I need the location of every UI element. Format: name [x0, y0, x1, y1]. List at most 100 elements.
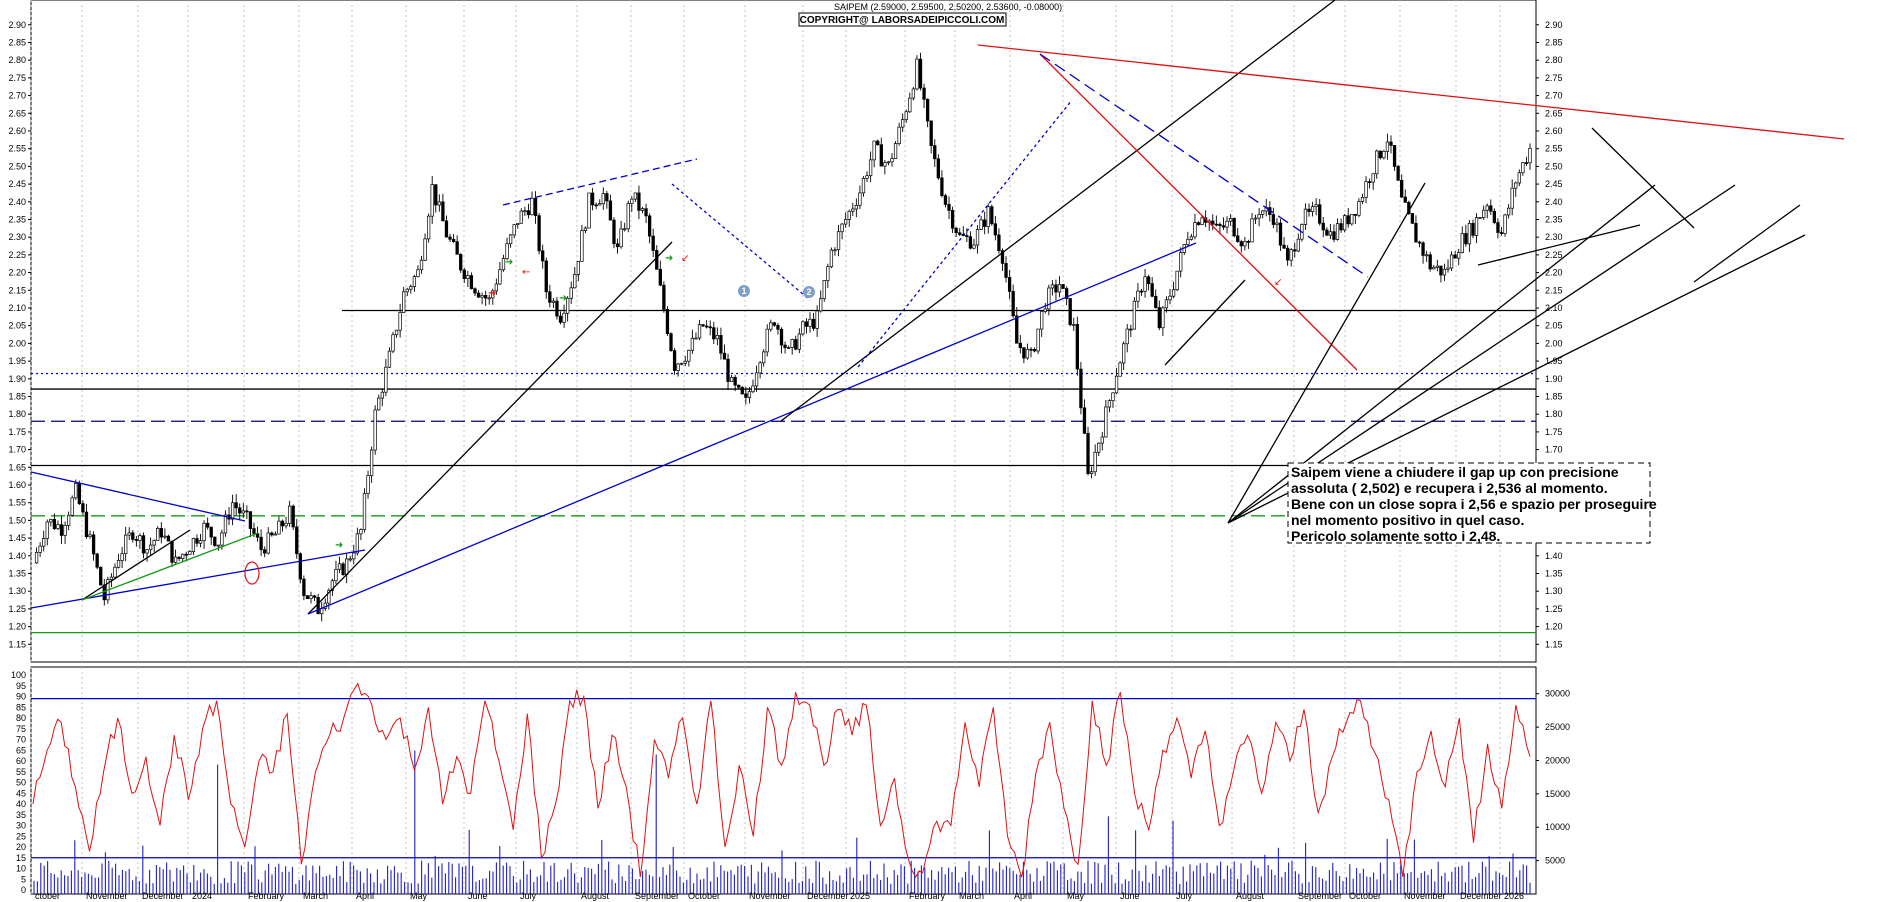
candle-body: [1378, 150, 1382, 159]
price-axis-left: 2.90 2.85 2.80 2.75 2.70 2.65 2.60 2.55 2.50 2.45…: [8, 20, 31, 649]
candle-body: [1449, 254, 1454, 269]
candle-body: [1150, 283, 1154, 297]
candle-body: [66, 514, 71, 526]
candle-body: [1482, 209, 1486, 218]
candle-body: [925, 98, 930, 122]
candle-body: [1047, 287, 1051, 310]
candle-body: [1325, 229, 1329, 236]
oscillator-tick-label: 0: [21, 885, 26, 895]
candle-body: [1168, 295, 1172, 301]
candle-body: [958, 232, 962, 235]
candle-body: [844, 219, 848, 225]
price-tick-label: 2.10: [8, 303, 26, 313]
candle-body: [1200, 217, 1204, 226]
candle-body: [377, 397, 381, 411]
candle-body: [680, 362, 684, 365]
candle-body: [1510, 187, 1514, 209]
price-tick-label: 2.50: [1545, 161, 1563, 171]
candle-body: [583, 227, 588, 232]
candle-body: [412, 276, 417, 287]
candle-body: [943, 195, 948, 205]
candle-body: [1221, 225, 1226, 228]
month-tick-label: December: [142, 891, 184, 901]
candle-body: [1271, 214, 1276, 225]
candle-body: [833, 249, 837, 252]
candle-body: [1154, 295, 1158, 308]
candle-body: [794, 339, 798, 350]
price-tick-label: 1.80: [1545, 409, 1563, 419]
candle-body: [1179, 252, 1183, 272]
candle-body: [936, 158, 940, 179]
candle-body: [1175, 270, 1179, 291]
oscillator-line: [32, 682, 1531, 879]
candle-body: [1246, 241, 1251, 243]
price-tick-label: 2.10: [1545, 303, 1563, 313]
candle-body: [487, 297, 491, 300]
candle-body: [109, 576, 114, 580]
candle-body: [786, 347, 791, 349]
price-tick-label: 2.70: [1545, 91, 1563, 101]
candle-body: [1157, 307, 1161, 329]
candle-body: [1514, 182, 1518, 189]
price-tick-label: 1.40: [8, 551, 26, 561]
blue-dotted-down: [671, 183, 811, 301]
candle-body: [719, 335, 723, 354]
candle-body: [1143, 276, 1147, 292]
price-tick-label: 1.70: [8, 445, 26, 455]
candle-body: [1396, 166, 1400, 181]
black-base-line: [1477, 224, 1641, 266]
candle-body: [498, 269, 502, 285]
candle-body: [665, 309, 670, 335]
candle-body: [1528, 147, 1532, 164]
candle-body: [1171, 289, 1176, 297]
month-tick-label: October: [688, 891, 720, 901]
candle-body: [1332, 231, 1336, 240]
candle-body: [590, 192, 595, 206]
candle-body: [851, 208, 855, 212]
candle-body: [337, 563, 342, 570]
sell-arrow-icon: ➜: [488, 288, 496, 299]
candle-body: [797, 333, 801, 350]
candle-body: [986, 206, 990, 227]
candle-body: [544, 260, 548, 293]
oscillator-tick-label: 80: [16, 713, 26, 723]
candle-body: [1161, 307, 1165, 329]
month-tick-label: July: [1176, 891, 1193, 901]
price-tick-label: 1.90: [1545, 374, 1563, 384]
candle-body: [1125, 328, 1129, 345]
candle-body: [690, 337, 695, 351]
candle-body: [95, 553, 99, 568]
price-tick-label: 2.80: [8, 55, 26, 65]
candle-body: [426, 215, 431, 240]
oscillator-tick-label: 60: [16, 756, 26, 766]
oscillator-tick-label: 45: [16, 788, 26, 798]
annotation-box: [1287, 462, 1651, 544]
sell-arrow-icon: ↙: [681, 253, 689, 264]
candle-body: [1104, 406, 1108, 438]
candle-body: [230, 502, 235, 520]
candle-body: [879, 144, 883, 167]
candle-body: [1521, 162, 1525, 174]
price-tick-label: 1.70: [1545, 445, 1563, 455]
candle-body: [904, 111, 908, 120]
candle-body: [277, 520, 281, 535]
volume-axis: 30000 25000 20000 15000 10000 5000: [1536, 689, 1570, 866]
candle-body: [972, 244, 976, 249]
candle-body: [330, 580, 335, 591]
candle-body: [198, 540, 203, 544]
candle-body: [1439, 265, 1443, 276]
time-axis: ctober November December 2024 February March A…: [35, 891, 1524, 901]
candle-body: [202, 522, 206, 541]
candle-body: [1089, 471, 1094, 474]
candle-body: [915, 58, 919, 90]
candle-body: [615, 243, 620, 248]
candle-body: [576, 261, 580, 275]
candle-body: [1004, 263, 1008, 278]
annotation-line: Saipem viene a chiudere il gap up con pr…: [1291, 464, 1619, 480]
candle-body: [1318, 204, 1322, 224]
candle-body: [1421, 242, 1425, 256]
candle-body: [391, 334, 395, 352]
oscillator-tick-label: 95: [16, 681, 26, 691]
candle-body: [1214, 223, 1218, 226]
